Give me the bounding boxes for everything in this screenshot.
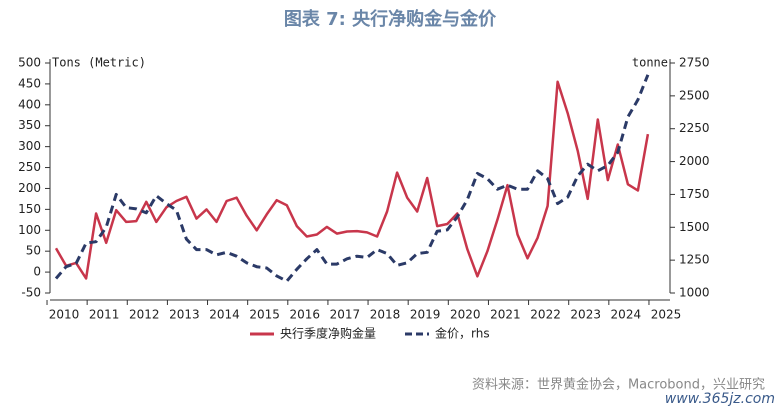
y-tick-label: 50 [26,244,41,258]
y-tick-label: 0 [33,265,41,279]
y-tick-label: 150 [18,202,41,216]
watermark: www.365jz.com [665,391,775,407]
x-tick-label: 2015 [249,308,280,322]
x-tick-label: 2014 [209,308,240,322]
x-tick-label: 2010 [49,308,80,322]
y-tick-label: -50 [21,286,41,300]
y-tick-label: 200 [18,181,41,195]
series-line [54,74,650,283]
x-tick-label: 2024 [611,308,642,322]
x-tick-label: 2021 [490,308,521,322]
y-tick-label: 350 [18,118,41,132]
y2-tick-label: 2500 [679,88,710,102]
y2-tick-label: 2750 [679,56,710,70]
chart-title: 图表 7: 央行净购金与金价 [284,8,497,30]
legend-label: 央行季度净购金量 [280,326,376,341]
y-tick-label: 450 [18,76,41,90]
x-tick-label: 2013 [169,308,200,322]
x-tick-label: 2020 [450,308,481,322]
x-tick-label: 2018 [370,308,401,322]
x-tick-label: 2023 [570,308,601,322]
y-tick-label: 100 [18,223,41,237]
y2-tick-label: 1250 [679,253,710,267]
y2-tick-label: 2250 [679,121,710,135]
y-tick-label: 500 [18,56,41,70]
x-tick-label: 2012 [129,308,160,322]
y2-tick-label: 2000 [679,154,710,168]
x-tick-label: 2017 [330,308,361,322]
x-tick-label: 2016 [290,308,321,322]
y-tick-label: 250 [18,160,41,174]
source: 资料来源：世界黄金协会，Macrobond，兴业研究 [472,377,765,393]
x-tick-label: 2019 [410,308,441,322]
x-tick-label: 2011 [89,308,120,322]
y-axis-label: Tons (Metric) [52,56,146,70]
x-tick-label: 2025 [651,308,682,322]
y2-tick-label: 1000 [679,286,710,300]
legend-label: 金价，rhs [435,326,490,341]
y2-tick-label: 1750 [679,187,710,201]
x-tick-label: 2022 [530,308,561,322]
y2-tick-label: 1500 [679,220,710,234]
y-tick-label: 400 [18,97,41,111]
y-tick-label: 300 [18,139,41,153]
y2-axis-label: tonne [632,56,668,70]
series-line [54,80,650,280]
